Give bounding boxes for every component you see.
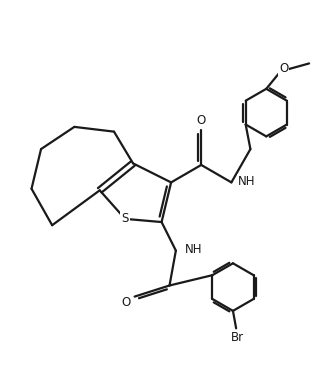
- Text: NH: NH: [238, 175, 256, 188]
- Text: O: O: [121, 296, 130, 309]
- Text: O: O: [279, 62, 288, 75]
- Text: Br: Br: [231, 331, 244, 344]
- Text: O: O: [196, 114, 206, 127]
- Text: S: S: [121, 212, 129, 225]
- Text: NH: NH: [185, 243, 202, 255]
